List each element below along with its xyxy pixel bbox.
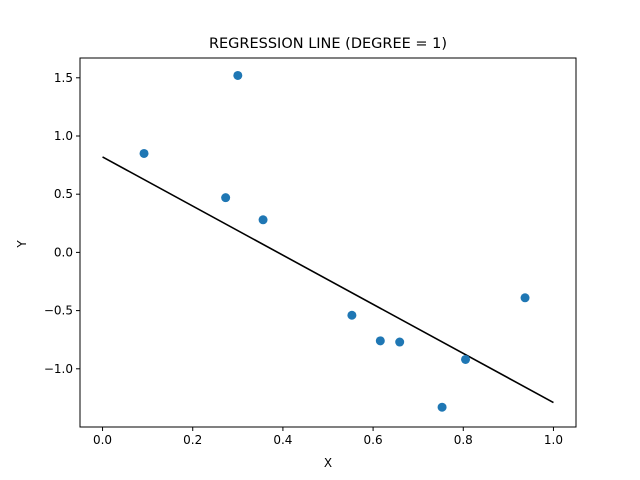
y-tick-label: 0.5	[54, 187, 73, 201]
data-point	[258, 215, 268, 225]
x-tick-label: 1.0	[544, 433, 563, 447]
chart-title: REGRESSION LINE (DEGREE = 1)	[209, 36, 447, 52]
y-axis-title: Y	[15, 240, 29, 249]
data-point	[221, 193, 231, 203]
data-point	[395, 337, 405, 347]
data-point	[437, 402, 447, 412]
y-tick-label: 0.0	[54, 245, 73, 259]
x-tick-label: 0.4	[273, 433, 292, 447]
y-tick-label: 1.0	[54, 129, 73, 143]
data-point	[347, 310, 357, 320]
x-tick-label: 0.6	[364, 433, 383, 447]
x-tick-label: 0.2	[183, 433, 202, 447]
data-point	[375, 336, 385, 346]
data-point	[233, 70, 243, 80]
x-tick-label: 0.0	[93, 433, 112, 447]
x-axis-title: X	[324, 456, 332, 470]
data-point	[139, 148, 149, 158]
data-point	[520, 293, 530, 303]
data-point	[461, 354, 471, 364]
y-tick-label: −0.5	[44, 304, 73, 318]
y-tick-label: −1.0	[44, 362, 73, 376]
plot-area: 0.0 0.2 0.4 0.6 0.8 1.0 −1.0 −0.5 0.0 0.5 1.0 1.5	[44, 57, 577, 447]
y-tick-label: 1.5	[54, 71, 73, 85]
plot-frame	[79, 57, 577, 428]
regression-line	[102, 156, 554, 404]
x-tick-label: 0.8	[454, 433, 473, 447]
